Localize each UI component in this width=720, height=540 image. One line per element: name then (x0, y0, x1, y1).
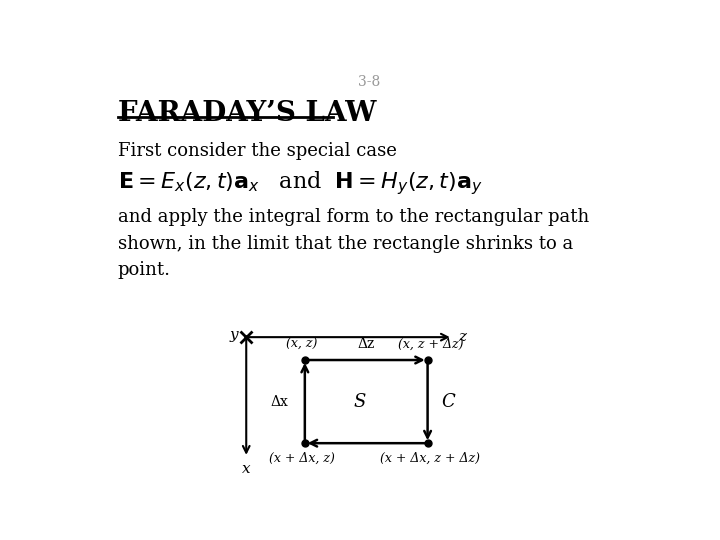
Text: x: x (242, 462, 251, 476)
Text: FARADAY’S LAW: FARADAY’S LAW (118, 100, 377, 127)
Text: z: z (459, 330, 467, 344)
Text: (x, z): (x, z) (287, 338, 318, 351)
Text: (x + Δx, z + Δz): (x + Δx, z + Δz) (380, 451, 480, 464)
Text: Δx: Δx (270, 395, 288, 409)
Text: First consider the special case: First consider the special case (118, 141, 397, 160)
Text: and apply the integral form to the rectangular path
shown, in the limit that the: and apply the integral form to the recta… (118, 208, 589, 279)
Text: (x, z + Δz): (x, z + Δz) (397, 338, 463, 351)
Text: Δz: Δz (358, 337, 375, 351)
Text: y: y (229, 328, 238, 342)
Text: $\mathbf{E} = E_x(z,t)\mathbf{a}_x\;$  and  $\mathbf{H} = H_y(z,t)\mathbf{a}_y$: $\mathbf{E} = E_x(z,t)\mathbf{a}_x\;$ an… (118, 168, 483, 197)
Text: C: C (441, 393, 455, 410)
Text: (x + Δx, z): (x + Δx, z) (269, 451, 335, 464)
Text: 3-8: 3-8 (358, 75, 380, 89)
Text: S: S (354, 393, 366, 410)
